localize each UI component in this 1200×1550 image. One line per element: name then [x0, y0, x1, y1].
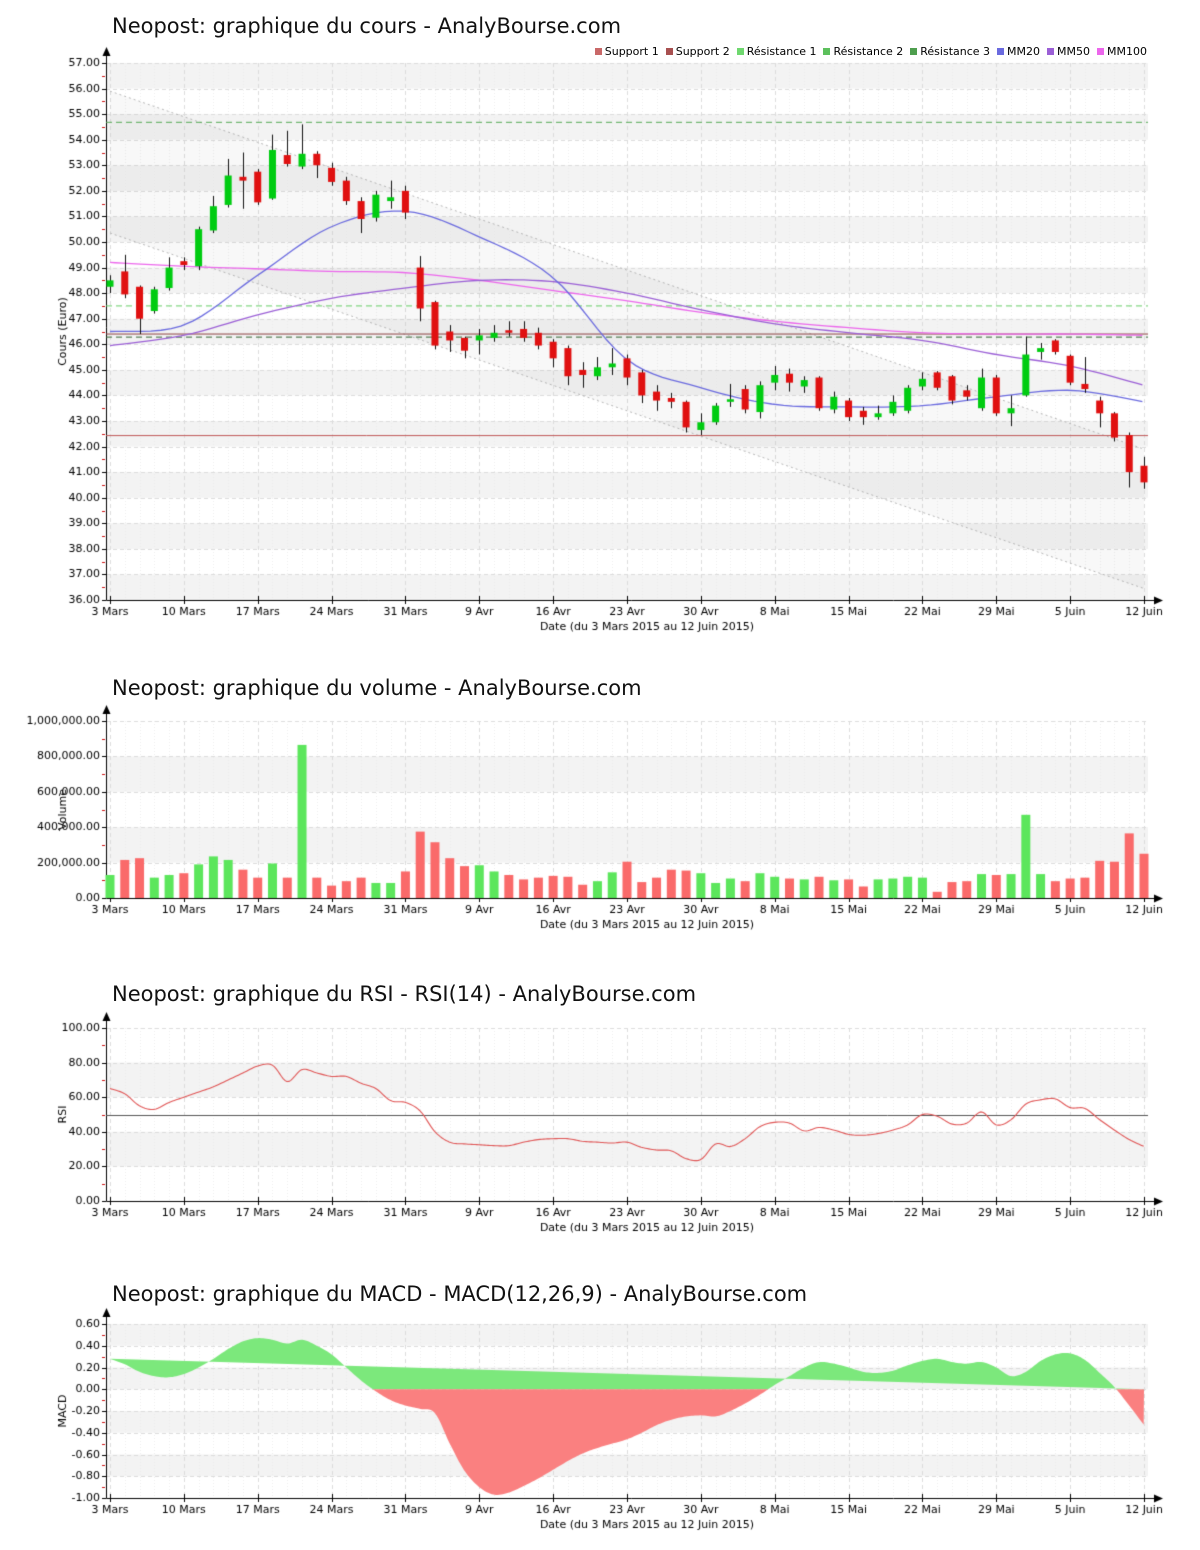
- legend-swatch: [594, 48, 602, 55]
- legend-item-mm50: MM50: [1047, 45, 1090, 58]
- rsi-chart-canvas: [0, 960, 1200, 1260]
- price-chart-canvas: [0, 0, 1200, 660]
- legend-item-résistance-3: Résistance 3: [910, 45, 990, 58]
- legend-item-mm100: MM100: [1097, 45, 1147, 58]
- legend-label: MM20: [1007, 45, 1041, 58]
- legend-label: MM100: [1107, 45, 1147, 58]
- macd-chart-section: Neopost: graphique du MACD - MACD(12,26,…: [0, 1260, 1200, 1550]
- legend-label: Résistance 3: [920, 45, 991, 58]
- legend-item-support-2: Support 2: [665, 45, 730, 58]
- rsi-chart-section: Neopost: graphique du RSI - RSI(14) - An…: [0, 960, 1200, 1260]
- legend-item-résistance-1: Résistance 1: [736, 45, 817, 58]
- macd-chart-title: Neopost: graphique du MACD - MACD(12,26,…: [112, 1282, 808, 1306]
- legend-swatch: [665, 48, 673, 55]
- legend-swatch: [736, 48, 744, 55]
- legend-item-support-1: Support 1: [594, 45, 659, 58]
- legend-item-résistance-2: Résistance 2: [823, 45, 903, 58]
- macd-chart-canvas: [0, 1260, 1200, 1550]
- legend-swatch: [823, 48, 831, 55]
- legend-item-mm20: MM20: [997, 45, 1040, 58]
- legend-swatch: [997, 48, 1005, 55]
- legend-swatch: [1097, 48, 1105, 55]
- volume-chart-section: Neopost: graphique du volume - AnalyBour…: [0, 660, 1200, 960]
- legend-swatch: [910, 48, 918, 55]
- legend-swatch: [1047, 48, 1055, 55]
- rsi-chart-title: Neopost: graphique du RSI - RSI(14) - An…: [112, 982, 697, 1006]
- volume-chart-canvas: [0, 660, 1200, 960]
- legend-label: Résistance 1: [746, 45, 817, 58]
- legend-label: Support 2: [675, 45, 730, 58]
- volume-chart-title: Neopost: graphique du volume - AnalyBour…: [112, 676, 642, 700]
- price-chart-title: Neopost: graphique du cours - AnalyBours…: [112, 14, 622, 38]
- legend-label: Support 1: [604, 45, 659, 58]
- legend-label: MM50: [1057, 45, 1091, 58]
- price-chart-section: Neopost: graphique du cours - AnalyBours…: [0, 0, 1200, 660]
- legend-label: Résistance 2: [833, 45, 904, 58]
- price-chart-legend: Support 1 Support 2 Résistance 1 Résistance…: [594, 45, 1147, 58]
